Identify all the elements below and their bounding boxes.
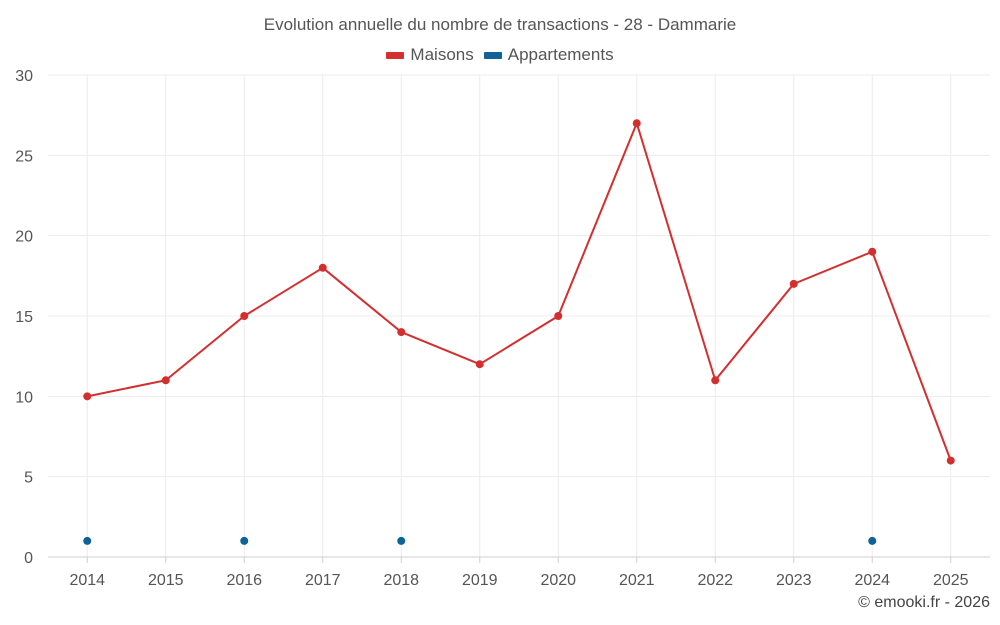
data-point-appartements-2016 bbox=[240, 536, 249, 545]
credit: © emooki.fr - 2026 bbox=[858, 594, 990, 611]
x-tick-label-2020: 2020 bbox=[540, 572, 576, 589]
y-tick-label-30: 30 bbox=[15, 68, 33, 85]
x-tick-label-2023: 2023 bbox=[776, 572, 812, 589]
data-point-maisons-2015 bbox=[161, 376, 170, 385]
data-point-maisons-2022 bbox=[711, 376, 720, 385]
x-tick-label-2015: 2015 bbox=[148, 572, 184, 589]
legend-swatch-appartements bbox=[483, 51, 502, 59]
data-point-maisons-2017 bbox=[318, 263, 327, 272]
data-point-appartements-2014 bbox=[83, 536, 92, 545]
legend-swatch-maisons bbox=[386, 51, 405, 59]
data-point-maisons-2020 bbox=[554, 312, 563, 320]
series-line-maisons bbox=[87, 122, 952, 461]
y-tick-label-10: 10 bbox=[15, 389, 33, 406]
y-tick-label-0: 0 bbox=[24, 550, 33, 567]
legend-item-appartements[interactable]: Appartements bbox=[483, 45, 614, 65]
y-tick-label-20: 20 bbox=[15, 229, 33, 246]
data-point-maisons-2023 bbox=[789, 279, 798, 288]
legend-label-appartements: Appartements bbox=[507, 45, 614, 64]
y-tick-label-25: 25 bbox=[15, 148, 33, 165]
x-tick-label-2025: 2025 bbox=[933, 572, 969, 589]
data-point-appartements-2018 bbox=[397, 536, 406, 545]
legend-item-maisons[interactable]: Maisons bbox=[386, 45, 474, 65]
x-tick-label-2014: 2014 bbox=[69, 572, 105, 589]
x-tick-label-2019: 2019 bbox=[462, 572, 498, 589]
data-point-appartements-2024 bbox=[868, 536, 877, 545]
x-tick-label-2016: 2016 bbox=[226, 572, 262, 589]
x-tick-label-2021: 2021 bbox=[619, 572, 655, 589]
legend-label-maisons: Maisons bbox=[410, 45, 474, 64]
chart-title: Evolution annuelle du nombre de transact… bbox=[263, 15, 737, 34]
data-point-maisons-2019 bbox=[475, 360, 484, 369]
y-tick-label-5: 5 bbox=[24, 470, 33, 487]
data-point-maisons-2024 bbox=[868, 247, 877, 256]
data-point-maisons-2014 bbox=[83, 392, 92, 401]
y-tick-label-15: 15 bbox=[15, 309, 33, 326]
x-tick-label-2024: 2024 bbox=[854, 572, 890, 589]
data-point-maisons-2016 bbox=[240, 312, 249, 320]
data-point-maisons-2021 bbox=[632, 119, 641, 128]
data-point-maisons-2025 bbox=[946, 456, 955, 465]
legend: Maisons Appartements bbox=[0, 45, 1000, 65]
x-tick-label-2017: 2017 bbox=[305, 572, 341, 589]
data-point-maisons-2018 bbox=[397, 328, 406, 337]
x-tick-label-2022: 2022 bbox=[697, 572, 733, 589]
x-tick-label-2018: 2018 bbox=[383, 572, 419, 589]
